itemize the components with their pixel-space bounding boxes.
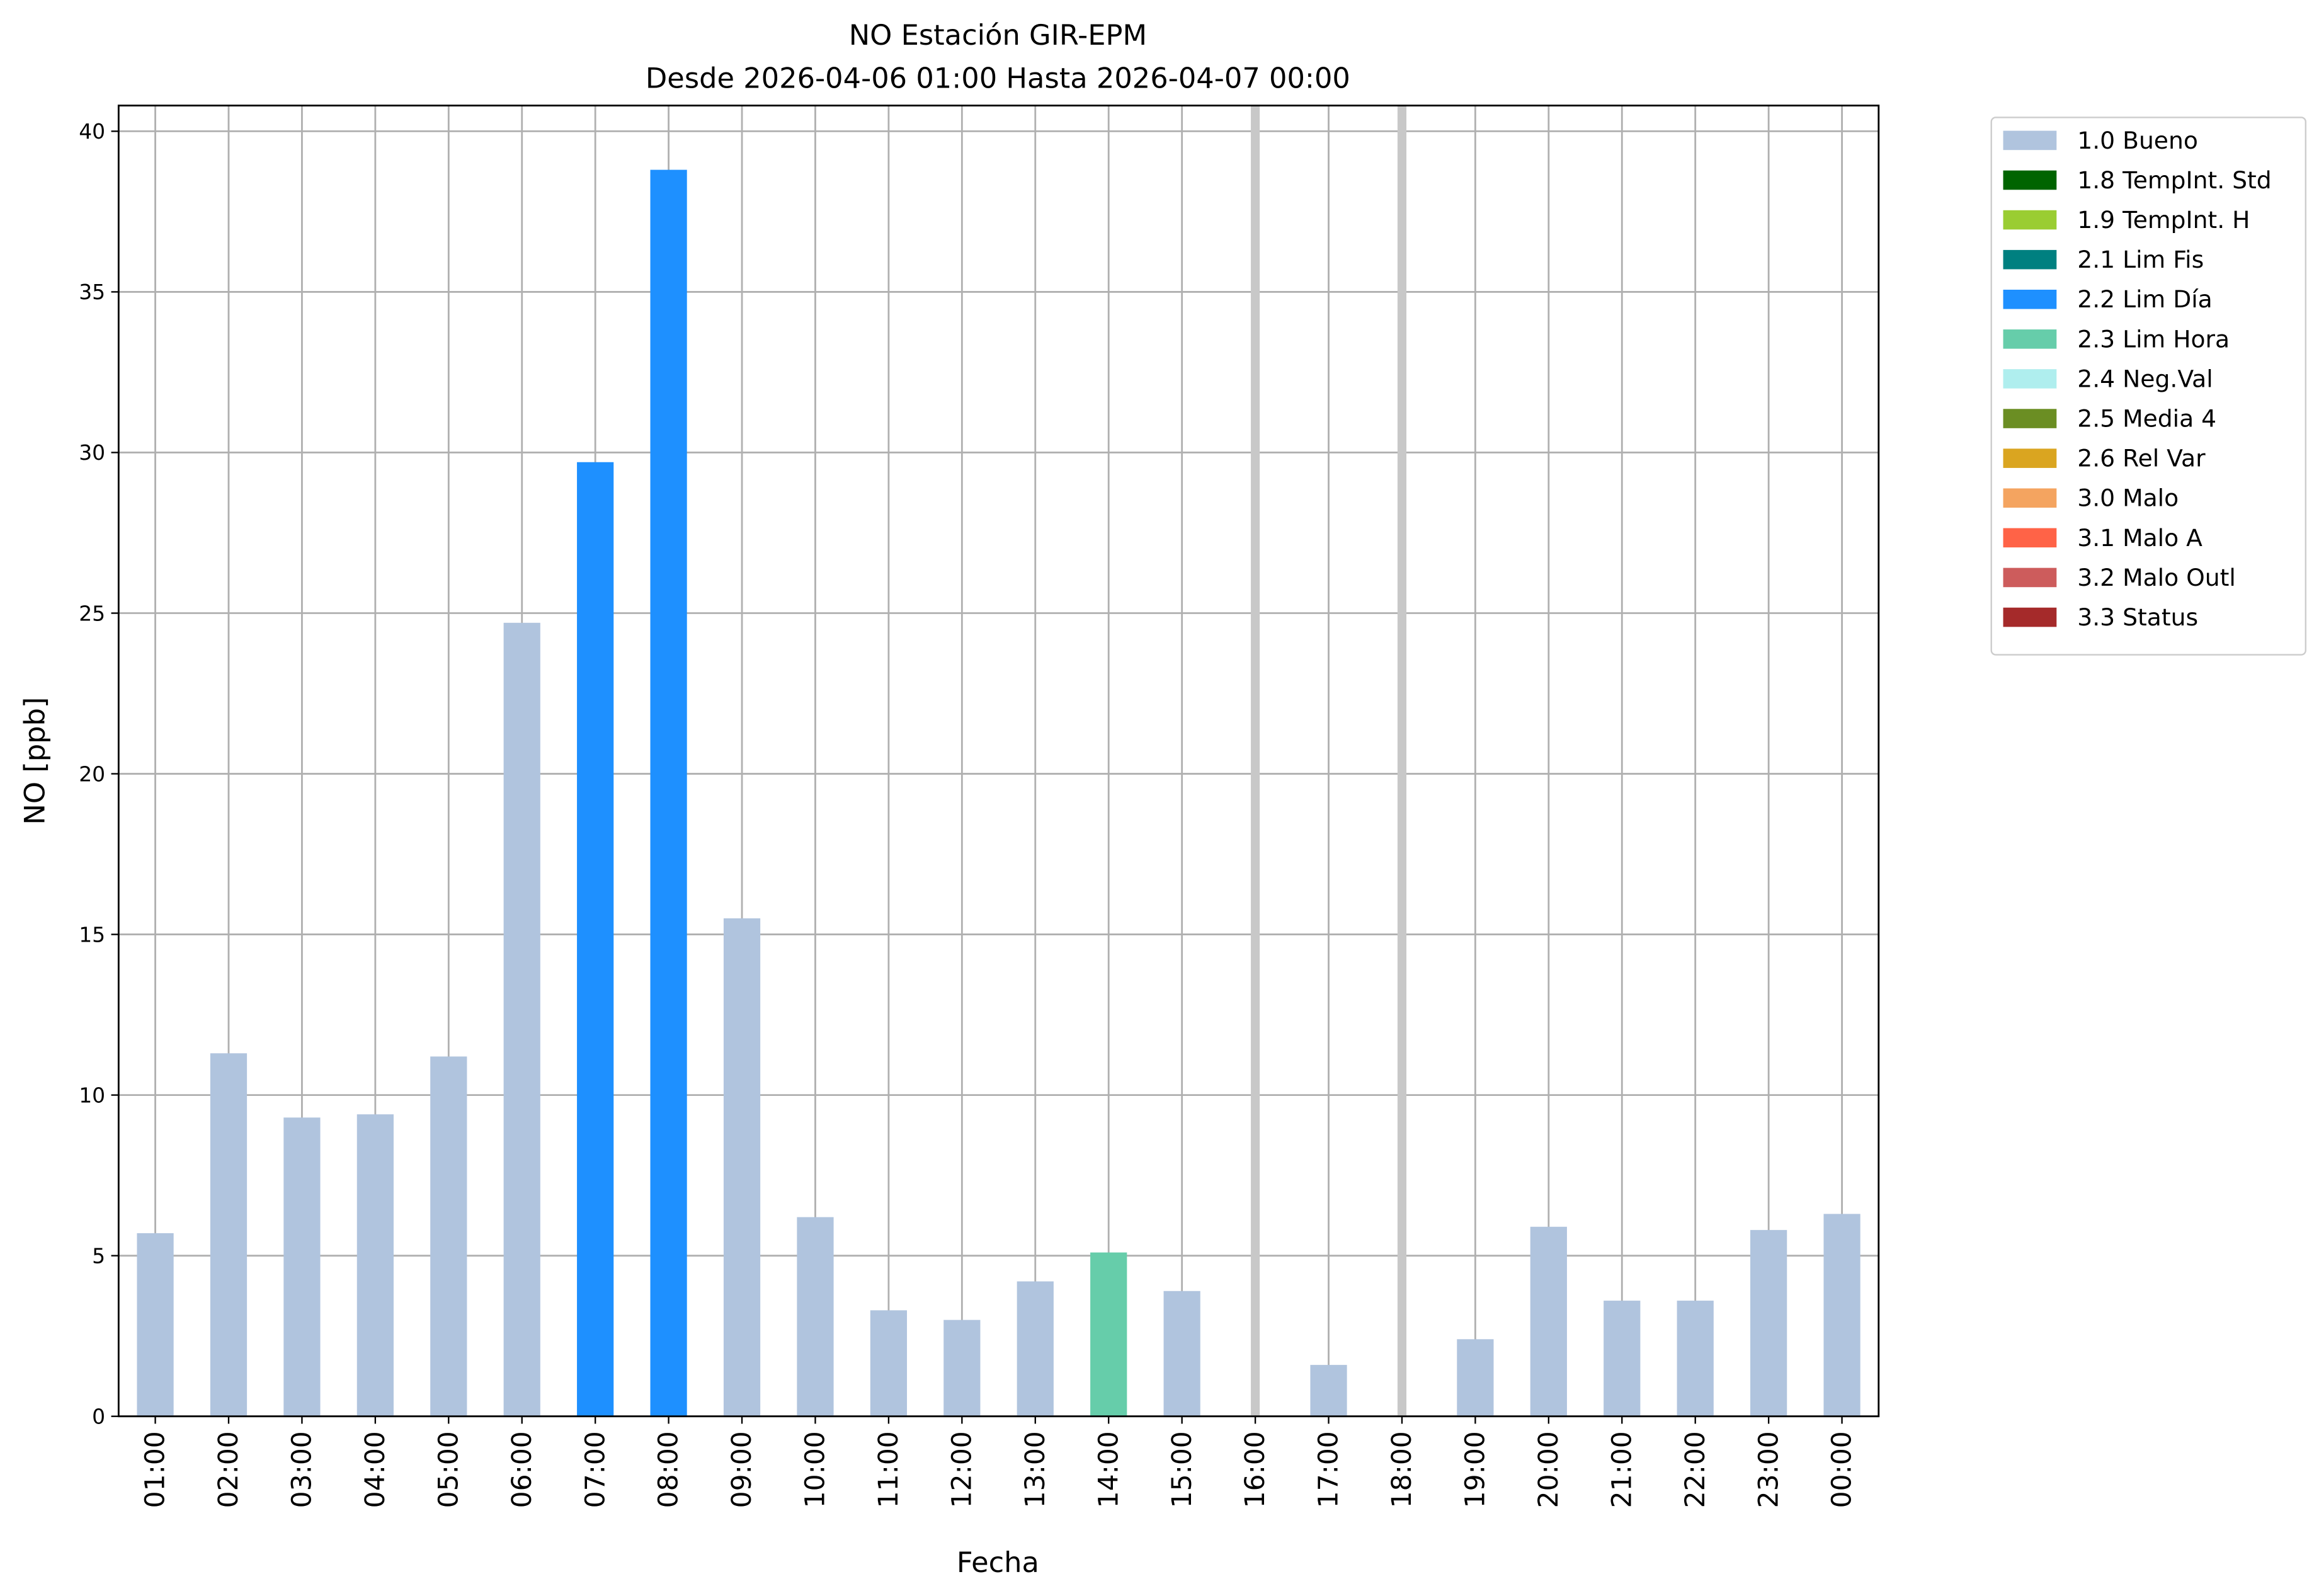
plot-frame xyxy=(117,105,1880,1418)
missing-band xyxy=(1397,105,1407,1416)
x-tick-label: 03:00 xyxy=(287,1431,317,1508)
legend-label: 3.0 Malo xyxy=(2077,484,2179,512)
legend-label: 1.9 TempInt. H xyxy=(2077,206,2250,234)
chart-subtitle: Desde 2026-04-06 01:00 Hasta 2026-04-07 … xyxy=(646,61,1350,94)
y-tick-label: 15 xyxy=(79,922,105,947)
y-tick-label: 35 xyxy=(79,280,105,304)
bar xyxy=(1163,1291,1200,1416)
legend-swatch xyxy=(2003,130,2057,151)
legend-label: 3.2 Malo Outl xyxy=(2077,564,2236,591)
x-tick-label: 06:00 xyxy=(506,1431,537,1508)
legend-label: 3.3 Status xyxy=(2077,603,2198,631)
bar xyxy=(797,1217,834,1416)
legend-label: 2.1 Lim Fis xyxy=(2077,246,2204,273)
legend-swatch xyxy=(2003,170,2057,190)
legend-swatch xyxy=(2003,329,2057,349)
bar xyxy=(137,1233,174,1416)
legend-swatch xyxy=(2003,409,2057,428)
chart-title: NO Estación GIR-EPM xyxy=(849,18,1147,52)
legend-label: 2.5 Media 4 xyxy=(2077,405,2216,433)
legend-swatch xyxy=(2003,369,2057,389)
bar xyxy=(1677,1301,1714,1416)
legend-swatch xyxy=(2003,607,2057,627)
legend-swatch xyxy=(2003,448,2057,468)
x-tick-label: 12:00 xyxy=(946,1431,977,1508)
x-tick-label: 01:00 xyxy=(140,1431,171,1508)
bar xyxy=(1090,1252,1127,1416)
bar xyxy=(1310,1365,1347,1416)
legend-swatch xyxy=(2003,210,2057,230)
bar xyxy=(356,1114,394,1416)
legend-swatch xyxy=(2003,488,2057,508)
legend-swatch xyxy=(2003,567,2057,588)
x-tick-label: 15:00 xyxy=(1166,1431,1197,1508)
x-tick-label: 20:00 xyxy=(1533,1431,1564,1508)
x-tick-label: 02:00 xyxy=(213,1431,244,1508)
x-tick-label: 13:00 xyxy=(1020,1431,1051,1508)
legend-label: 1.8 TempInt. Std xyxy=(2077,166,2271,194)
x-tick-label: 10:00 xyxy=(800,1431,831,1508)
x-tick-label: 22:00 xyxy=(1680,1431,1711,1508)
bar xyxy=(430,1056,467,1416)
x-tick-label: 21:00 xyxy=(1606,1431,1637,1508)
x-tick-label: 19:00 xyxy=(1460,1431,1491,1508)
bar xyxy=(210,1053,248,1416)
legend-swatch xyxy=(2003,528,2057,548)
bar xyxy=(1017,1281,1054,1416)
bar xyxy=(1750,1229,1787,1416)
x-tick-label: 00:00 xyxy=(1826,1431,1857,1508)
bar xyxy=(650,169,687,1416)
x-tick-label: 05:00 xyxy=(433,1431,464,1508)
bar xyxy=(577,462,614,1416)
x-tick-label: 09:00 xyxy=(726,1431,757,1508)
bar xyxy=(1823,1214,1860,1416)
x-tick-label: 04:00 xyxy=(360,1431,390,1508)
x-tick-label: 07:00 xyxy=(579,1431,610,1508)
missing-band xyxy=(1251,105,1260,1416)
x-tick-label: 16:00 xyxy=(1239,1431,1270,1508)
bar xyxy=(503,622,540,1416)
x-tick-label: 17:00 xyxy=(1313,1431,1344,1508)
x-tick-label: 08:00 xyxy=(653,1431,684,1508)
x-tick-label: 18:00 xyxy=(1386,1431,1417,1508)
y-tick-label: 10 xyxy=(79,1083,105,1107)
bar xyxy=(870,1310,908,1416)
legend-box xyxy=(1990,117,2306,656)
y-tick-label: 40 xyxy=(79,119,105,144)
x-tick-label: 11:00 xyxy=(873,1431,904,1508)
legend-label: 1.0 Bueno xyxy=(2077,127,2198,154)
y-tick-label: 20 xyxy=(79,761,105,786)
legend-label: 2.6 Rel Var xyxy=(2077,445,2206,472)
bar xyxy=(1530,1226,1567,1416)
legend-label: 2.4 Neg.Val xyxy=(2077,365,2213,392)
y-tick-label: 25 xyxy=(79,601,105,625)
bar xyxy=(283,1117,321,1416)
legend-swatch xyxy=(2003,289,2057,309)
legend-label: 2.2 Lim Día xyxy=(2077,285,2212,313)
bar xyxy=(1457,1339,1494,1416)
y-axis-label: NO [ppb] xyxy=(18,697,52,825)
x-axis-label: Fecha xyxy=(957,1546,1039,1579)
y-tick-label: 5 xyxy=(92,1243,105,1268)
legend-label: 2.3 Lim Hora xyxy=(2077,325,2230,353)
legend-label: 3.1 Malo A xyxy=(2077,524,2202,552)
bar xyxy=(723,918,761,1416)
y-tick-label: 30 xyxy=(79,440,105,465)
bar xyxy=(1604,1301,1641,1416)
y-tick-label: 0 xyxy=(92,1404,105,1428)
bar xyxy=(943,1320,981,1416)
x-tick-label: 23:00 xyxy=(1753,1431,1784,1508)
legend-swatch xyxy=(2003,249,2057,270)
x-tick-label: 14:00 xyxy=(1093,1431,1124,1508)
